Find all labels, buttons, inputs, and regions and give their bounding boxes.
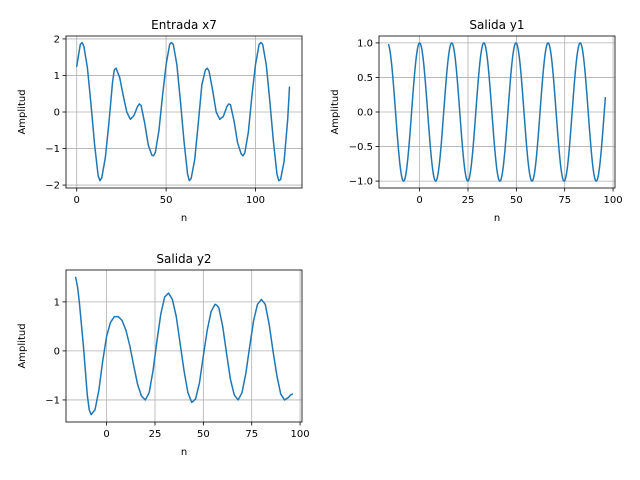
y-tick-label: −2 [45,181,60,192]
chart-title: Salida y2 [156,252,211,266]
series-line [387,42,607,182]
subplot-salida-y2: 0 25 50 75 100 −1 0 1 Salida y2 n Amplitud [17,252,310,458]
x-tick-label: 0 [416,195,422,206]
x-tick-label: 25 [149,429,162,440]
series-line [74,276,294,416]
x-tick-label: 50 [197,429,210,440]
x-tick-label: 75 [245,429,258,440]
series-line [75,41,291,182]
x-tick-label: 50 [510,195,523,206]
x-axis-label: n [181,447,187,458]
chart-title: Salida y1 [469,18,524,32]
y-tick-label: 2 [54,34,60,45]
x-tick-label: 100 [604,195,623,206]
y-axis-label: Amplitud [330,89,341,134]
subplot-entrada-x7: 0 50 100 −2 −1 0 1 2 Entrada x7 n Amplitud [17,18,303,224]
x-tick-label: 100 [291,429,310,440]
x-tick-label: 75 [558,195,571,206]
x-tick-label: 50 [160,195,173,206]
subplot-salida-y1: 0 25 50 75 100 −1.0 −0.5 0.0 0.5 1.0 Salida y1 n Amp… [330,18,623,224]
y-tick-label: 0.5 [357,73,373,84]
y-tick-label: −0.5 [349,142,373,153]
x-tick-label: 0 [74,195,80,206]
x-tick-label: 25 [462,195,475,206]
x-tick-label: 0 [103,429,109,440]
y-tick-label: 1 [54,297,60,308]
chart-title: Entrada x7 [151,18,217,32]
y-tick-label: 0 [54,108,60,119]
x-axis-label: n [494,213,500,224]
x-axis-label: n [181,213,187,224]
axes-frame [65,269,303,423]
y-tick-label: −1 [45,144,60,155]
x-tick-label: 100 [246,195,265,206]
y-tick-label: 0 [54,346,60,357]
y-axis-label: Amplitud [17,323,28,368]
y-axis-label: Amplitud [17,89,28,134]
y-tick-label: −1.0 [349,177,373,188]
y-tick-label: 0.0 [357,108,373,119]
y-tick-label: −1 [45,395,60,406]
y-tick-label: 1.0 [357,38,373,49]
y-tick-label: 1 [54,71,60,82]
